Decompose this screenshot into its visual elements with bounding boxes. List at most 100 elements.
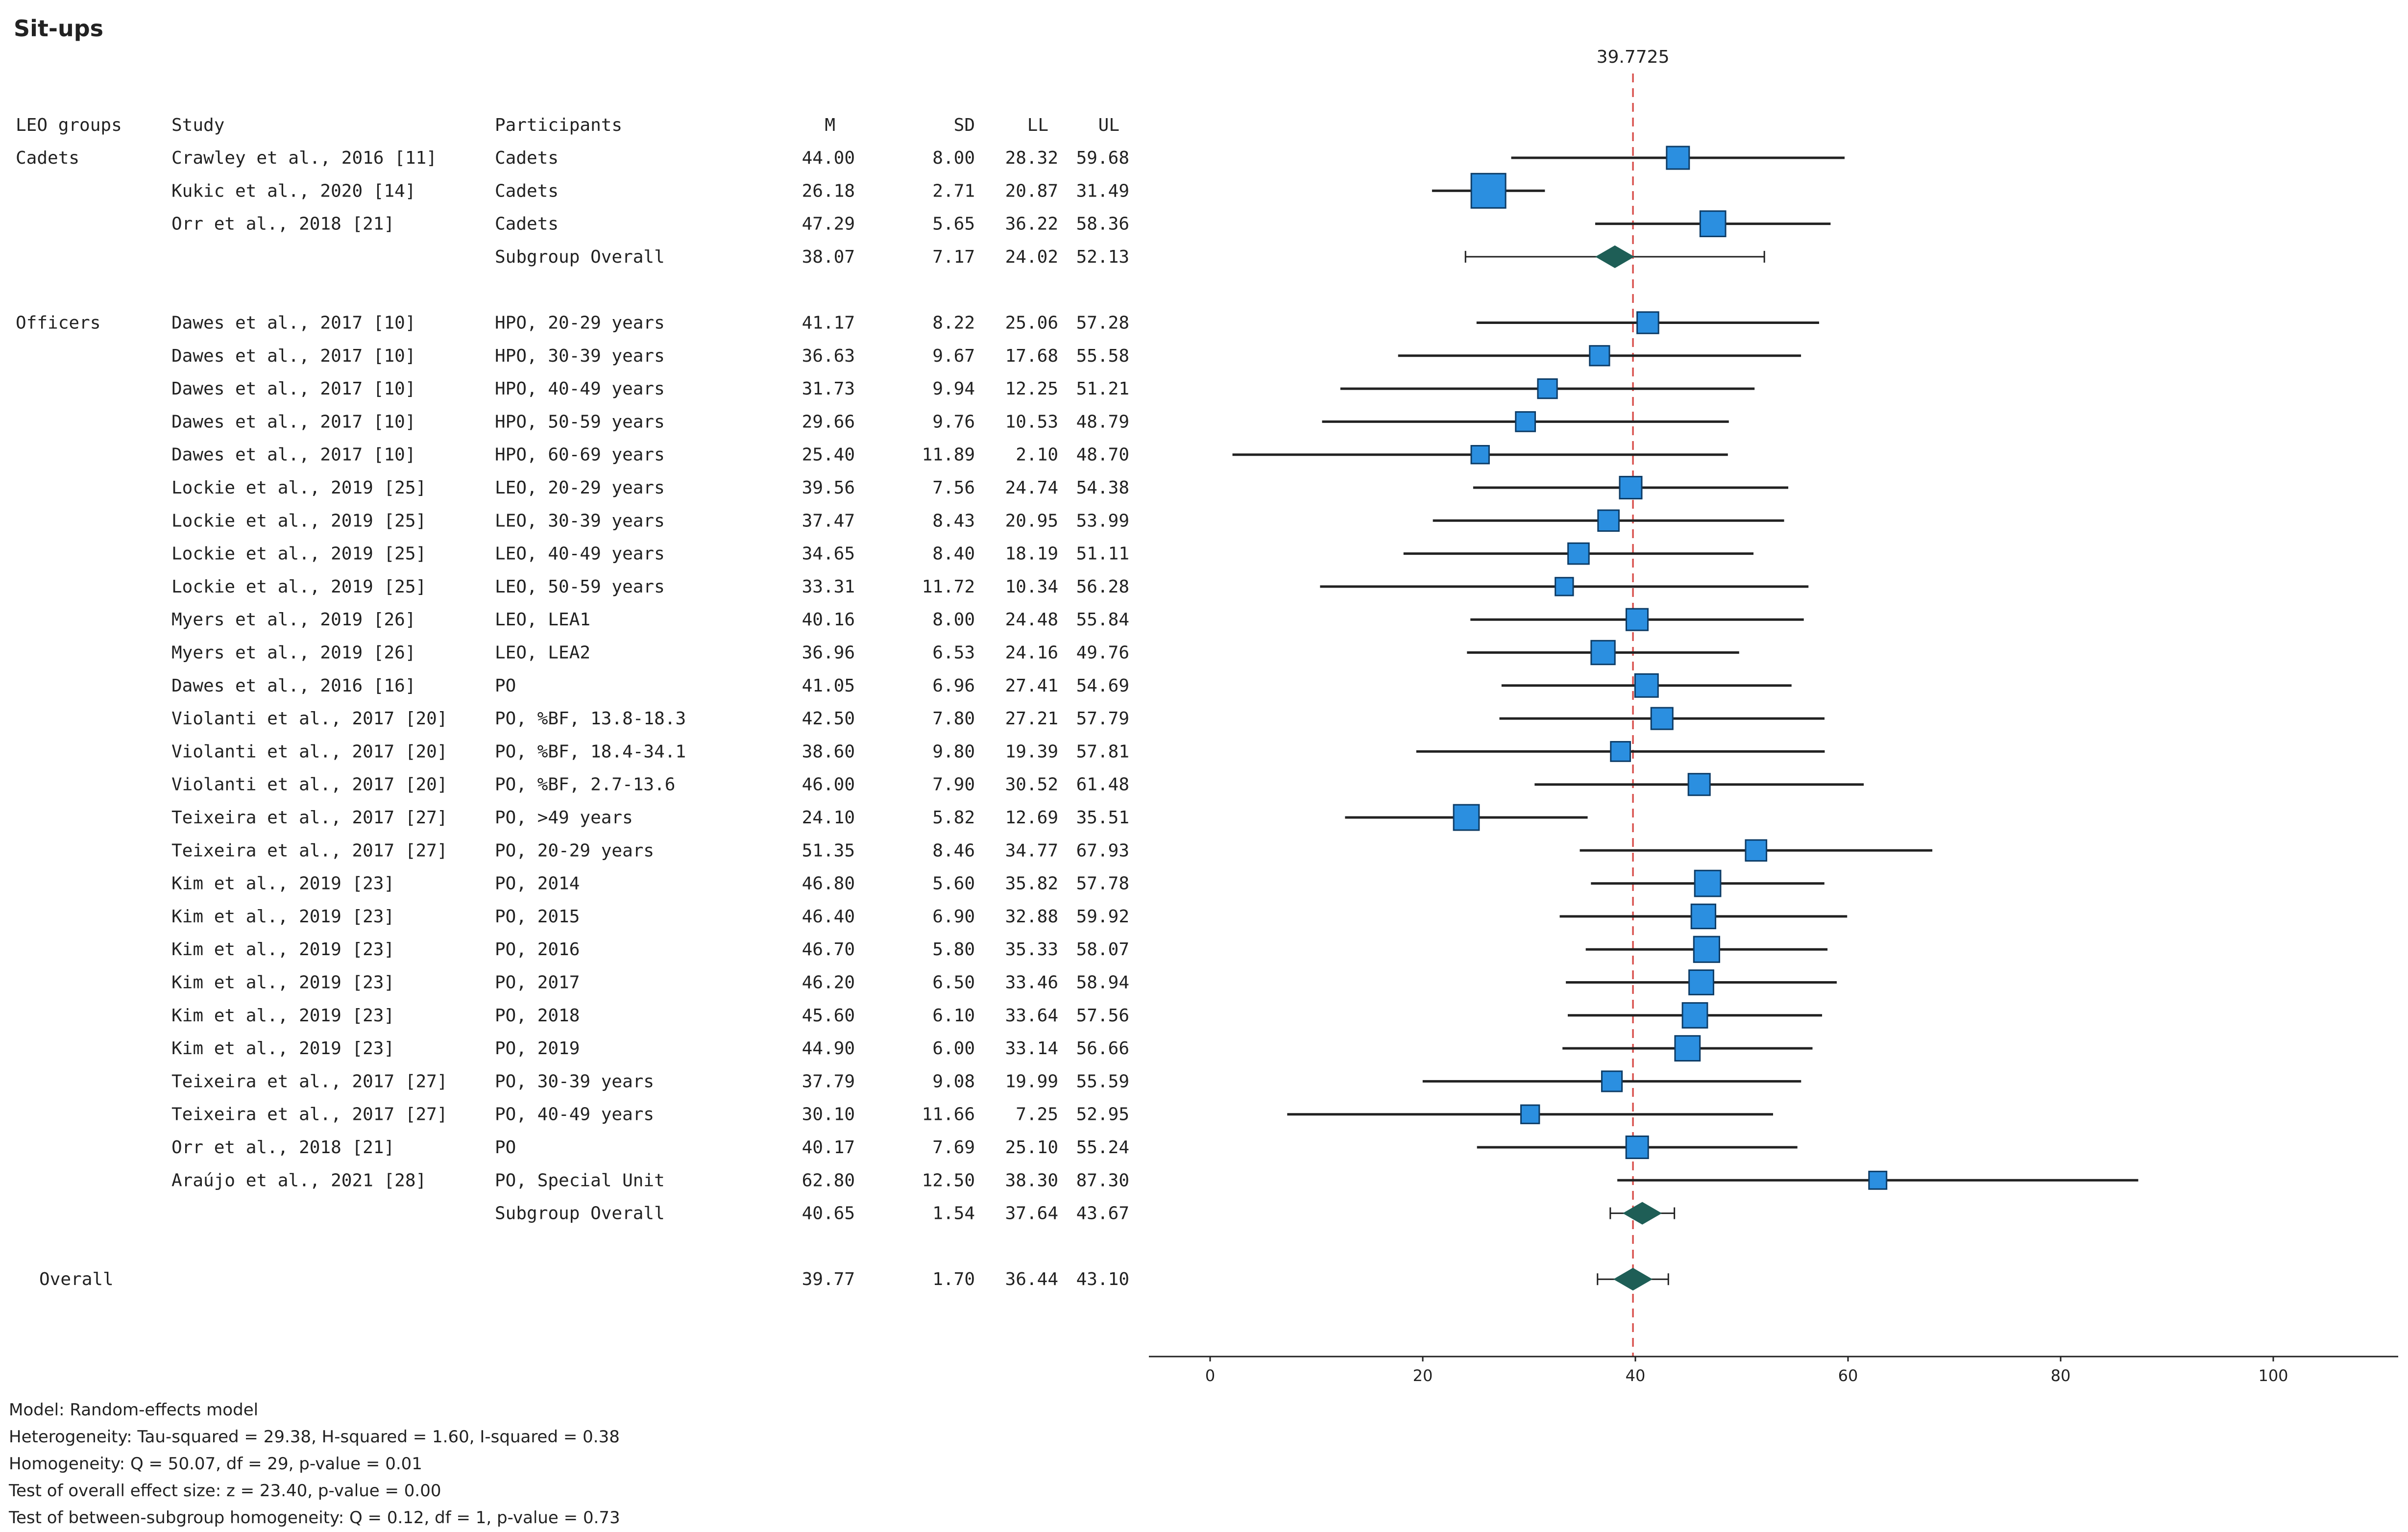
overall-row: Overall 39.77 1.70 36.44 43.10 [39, 1269, 1129, 1289]
effect-square [1868, 1170, 1888, 1190]
sd-value: 6.50 [932, 973, 975, 993]
study-label: Kim et al., 2019 [23] [171, 1038, 394, 1059]
ll-value: 7.25 [1016, 1105, 1058, 1125]
mean-value: 38.60 [802, 741, 855, 762]
table-row: Officers Dawes et al., 2017 [10] HPO, 20-2… [16, 313, 1129, 333]
ul-value: 59.92 [1076, 907, 1129, 927]
sd-value: 6.90 [932, 907, 975, 927]
mean-value: 25.40 [802, 445, 855, 465]
participants-label: PO, 2015 [495, 907, 580, 927]
effect-square [1597, 509, 1620, 532]
ul-value: 61.48 [1076, 775, 1129, 795]
subgroup-summary-row: Subgroup Overall 40.65 1.54 37.64 43.67 [495, 1204, 1129, 1224]
participants-label: LEO, LEA2 [495, 643, 590, 663]
ll-value: 10.53 [1005, 412, 1058, 432]
ll-value: 32.88 [1005, 907, 1058, 927]
effect-square [1589, 345, 1610, 367]
ll-value: 19.39 [1005, 741, 1058, 762]
subgroup-summary-row: Subgroup Overall 38.07 7.17 24.02 52.13 [495, 247, 1129, 267]
effect-square [1515, 411, 1536, 432]
table-row: Dawes et al., 2017 [10] HPO, 50-59 years 2… [171, 412, 1129, 432]
mean-value: 36.63 [802, 346, 855, 366]
sd-value: 11.66 [922, 1105, 975, 1125]
column-headers: LEO groups Study Participants M SD LL UL [16, 115, 1119, 135]
table-row: Myers et al., 2019 [26] LEO, LEA1 40.16 8.0… [171, 610, 1129, 630]
table-row: Orr et al., 2018 [21] Cadets 47.29 5.65 36.2… [171, 214, 1129, 234]
study-label: Dawes et al., 2017 [10] [171, 445, 416, 465]
table-row: Lockie et al., 2019 [25] LEO, 20-29 years… [171, 478, 1129, 498]
participants-label: Cadets [495, 214, 559, 234]
ll-value: 24.48 [1005, 610, 1058, 630]
sd-value: 9.08 [932, 1071, 975, 1091]
mean-value: 36.96 [802, 643, 855, 663]
participants-label: LEO, 30-39 years [495, 511, 665, 531]
x-tick-label: 40 [1626, 1366, 1646, 1385]
effect-square [1634, 673, 1659, 698]
ll-value: 33.64 [1005, 1006, 1058, 1026]
sd-value: 8.43 [932, 511, 975, 531]
participants-label: HPO, 20-29 years [495, 313, 665, 333]
ll-value: 33.46 [1005, 973, 1058, 993]
effect-square [1619, 475, 1643, 500]
effect-square [1666, 146, 1690, 170]
mean-value: 39.77 [802, 1269, 855, 1289]
mean-value: 46.00 [802, 775, 855, 795]
participants-label: PO [495, 676, 516, 696]
ul-value: 51.11 [1076, 544, 1129, 564]
effect-square [1520, 1104, 1540, 1124]
ul-value: 55.58 [1076, 346, 1129, 366]
effect-square [1636, 311, 1659, 334]
ll-value: 35.82 [1005, 874, 1058, 894]
study-label: Violanti et al., 2017 [20] [171, 709, 448, 729]
table-row: Dawes et al., 2016 [16] PO 41.05 6.96 27.41 5… [171, 676, 1129, 696]
ul-value: 52.13 [1076, 247, 1129, 267]
ul-value: 57.28 [1076, 313, 1129, 333]
study-label: Kukic et al., 2020 [14] [171, 181, 416, 201]
footnote-line: Test of overall effect size: z = 23.40, … [8, 1481, 441, 1501]
mean-value: 37.47 [802, 511, 855, 531]
sd-value: 8.22 [932, 313, 975, 333]
ul-value: 54.38 [1076, 478, 1129, 498]
footnote-line: Model: Random-effects model [9, 1400, 258, 1420]
ul-value: 87.30 [1076, 1170, 1129, 1190]
column-header-ul: UL [1098, 115, 1119, 135]
ul-value: 56.66 [1076, 1038, 1129, 1059]
ul-value: 59.68 [1076, 148, 1129, 168]
sd-value: 8.00 [932, 610, 975, 630]
effect-square [1555, 577, 1574, 596]
table-row: Kim et al., 2019 [23] PO, 2019 44.90 6.00 33… [171, 1038, 1129, 1059]
ul-value: 55.84 [1076, 610, 1129, 630]
participants-label: PO, 30-39 years [495, 1071, 654, 1091]
column-header-leo-groups: LEO groups [16, 115, 122, 135]
mean-value: 39.56 [802, 478, 855, 498]
ul-value: 48.70 [1076, 445, 1129, 465]
study-label: Lockie et al., 2019 [25] [171, 511, 426, 531]
sd-value: 1.54 [932, 1204, 975, 1224]
sd-value: 1.70 [932, 1269, 975, 1289]
ll-value: 12.25 [1005, 379, 1058, 399]
study-label: Kim et al., 2019 [23] [171, 939, 394, 960]
mean-value: 40.17 [802, 1137, 855, 1158]
ll-value: 28.32 [1005, 148, 1058, 168]
mean-value: 46.70 [802, 939, 855, 960]
ul-value: 35.51 [1076, 808, 1129, 828]
effect-square [1688, 969, 1714, 995]
study-label: Teixeira et al., 2017 [27] [171, 1071, 448, 1091]
participants-label: HPO, 60-69 years [495, 445, 665, 465]
table-row: Dawes et al., 2017 [10] HPO, 60-69 years 2… [171, 445, 1129, 465]
footnote-line: Heterogeneity: Tau-squared = 29.38, H-sq… [9, 1427, 620, 1447]
sd-value: 6.96 [932, 676, 975, 696]
participants-label: PO, %BF, 2.7-13.6 [495, 775, 675, 795]
effect-square [1694, 869, 1722, 897]
mean-value: 44.00 [802, 148, 855, 168]
ll-value: 20.87 [1005, 181, 1058, 201]
ul-value: 43.10 [1076, 1269, 1129, 1289]
mean-value: 24.10 [802, 808, 855, 828]
ll-value: 24.74 [1005, 478, 1058, 498]
effect-square [1687, 773, 1711, 796]
x-tick-label: 60 [1838, 1366, 1858, 1385]
mean-value: 33.31 [802, 577, 855, 597]
table-row: Kukic et al., 2020 [14] Cadets 26.18 2.71 20… [171, 181, 1129, 201]
study-label: Crawley et al., 2016 [11] [171, 148, 437, 168]
table-row: Kim et al., 2019 [23] PO, 2016 46.70 5.80 35… [171, 939, 1129, 960]
